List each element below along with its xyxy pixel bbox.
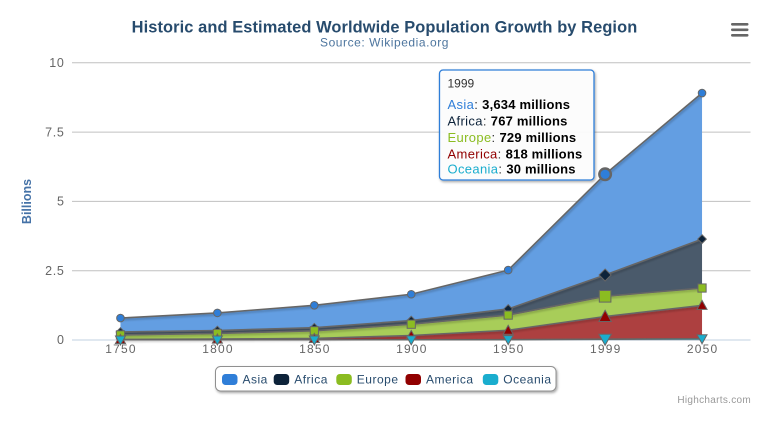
svg-text:0: 0 bbox=[57, 333, 65, 347]
svg-text:Africa: 767 millions: Africa: 767 millions bbox=[448, 114, 568, 129]
svg-text:1999: 1999 bbox=[448, 77, 475, 91]
svg-text:1800: 1800 bbox=[202, 342, 234, 356]
svg-text:1950: 1950 bbox=[493, 342, 525, 356]
svg-text:Asia: Asia bbox=[243, 373, 268, 387]
svg-text:10: 10 bbox=[49, 56, 64, 70]
svg-text:America: 818 millions: America: 818 millions bbox=[448, 146, 583, 161]
svg-text:1900: 1900 bbox=[396, 342, 428, 356]
svg-text:Europe: Europe bbox=[357, 373, 399, 387]
svg-text:Oceania: 30 millions: Oceania: 30 millions bbox=[448, 162, 576, 177]
svg-text:5: 5 bbox=[57, 195, 65, 209]
svg-text:Africa: Africa bbox=[294, 373, 328, 387]
svg-text:Historic and Estimated Worldwi: Historic and Estimated Worldwide Populat… bbox=[132, 19, 638, 37]
svg-text:Asia: 3,634 millions: Asia: 3,634 millions bbox=[448, 97, 571, 112]
svg-text:Highcharts.com: Highcharts.com bbox=[677, 395, 751, 406]
svg-text:Oceania: Oceania bbox=[503, 373, 551, 387]
svg-text:1750: 1750 bbox=[105, 342, 137, 356]
svg-text:2.5: 2.5 bbox=[45, 264, 64, 278]
svg-text:Source: Wikipedia.org: Source: Wikipedia.org bbox=[320, 36, 449, 50]
svg-text:1999: 1999 bbox=[590, 342, 622, 356]
svg-text:America: America bbox=[426, 373, 474, 387]
svg-text:Billions: Billions bbox=[20, 179, 34, 224]
svg-text:Europe: 729 millions: Europe: 729 millions bbox=[448, 130, 577, 145]
svg-text:7.5: 7.5 bbox=[45, 125, 64, 139]
svg-text:2050: 2050 bbox=[687, 342, 719, 356]
svg-text:1850: 1850 bbox=[299, 342, 331, 356]
